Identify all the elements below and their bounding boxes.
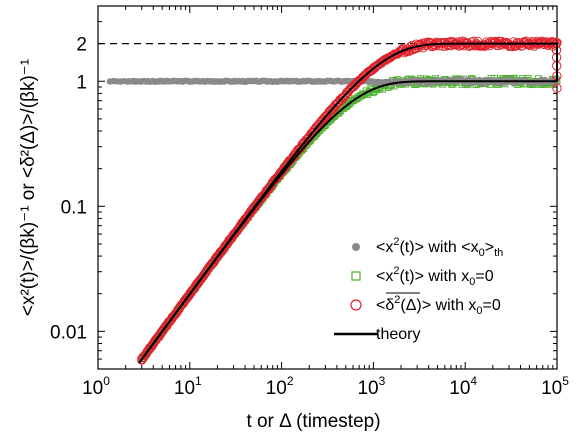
x-tick-exponent: 1 xyxy=(195,374,202,388)
legend-text-part: =0 xyxy=(475,268,493,285)
y-tick-label: 1 xyxy=(76,72,87,93)
x-tick-base: 10 xyxy=(449,378,470,399)
x-tick-label: 102 xyxy=(266,374,294,399)
legend-text-part: theory xyxy=(376,326,420,343)
x-tick-exponent: 4 xyxy=(470,374,477,388)
legend-text-part: > xyxy=(485,239,494,256)
y-tick-label: 0.1 xyxy=(61,197,87,218)
x-tick-base: 10 xyxy=(266,378,287,399)
plot-frame xyxy=(98,6,557,369)
legend-text-part: (t)> with x xyxy=(399,268,469,285)
x-tick-exponent: 3 xyxy=(379,374,386,388)
series-green-squares xyxy=(139,75,560,361)
legend-text-part: =0 xyxy=(483,297,501,314)
x-tick-base: 10 xyxy=(82,378,103,399)
x-tick-base: 10 xyxy=(357,378,378,399)
x-tick-label: 101 xyxy=(174,374,202,399)
legend-marker-red-circle xyxy=(351,300,361,310)
legend-text-part: (t)> with <x xyxy=(399,239,478,256)
y-axis-label: <x²(t)>/(βk)⁻¹ or <δ²(Δ)>/(βk)⁻¹ xyxy=(18,59,39,316)
legend-text-part: (Δ)> with x xyxy=(400,297,476,314)
legend-entry-text: <x2(t)> with <x0>th xyxy=(376,236,503,259)
legend-text-part: < xyxy=(376,297,385,314)
legend-subscript: th xyxy=(494,247,503,259)
legend-text-part: <x xyxy=(376,239,393,256)
legend-entry-text: theory xyxy=(376,326,420,343)
legend-marker-gray-dot xyxy=(352,243,360,251)
x-tick-exponent: 2 xyxy=(287,374,294,388)
legend-delta-overlined: δ xyxy=(385,297,394,314)
plot-border xyxy=(98,6,557,369)
legend-text-part: <x xyxy=(376,268,393,285)
theory-curve-plateau-1 xyxy=(139,81,557,363)
legend-entry-text: <x2(t)> with x0=0 xyxy=(376,265,494,288)
x-axis-label: t or Δ (timestep) xyxy=(246,411,380,432)
x-tick-label: 104 xyxy=(449,374,477,399)
y-tick-label: 2 xyxy=(76,35,87,56)
x-tick-exponent: 5 xyxy=(562,374,569,388)
series-layer xyxy=(98,37,561,364)
x-tick-base: 10 xyxy=(174,378,195,399)
legend-entry-text: <δ2(Δ)> with x0=0 xyxy=(376,294,501,317)
x-tick-exponent: 0 xyxy=(103,374,110,388)
x-tick-label: 105 xyxy=(541,374,569,399)
legend-marker-green-square xyxy=(352,272,360,280)
theory-curve-plateau-2 xyxy=(139,44,557,363)
x-tick-label: 103 xyxy=(357,374,385,399)
y-tick-label: 0.01 xyxy=(50,322,87,343)
legend: <x2(t)> with <x0>th <x2(t)> with x0=0 <δ2(… xyxy=(334,236,503,343)
x-tick-base: 10 xyxy=(541,378,562,399)
x-tick-label: 100 xyxy=(82,374,110,399)
